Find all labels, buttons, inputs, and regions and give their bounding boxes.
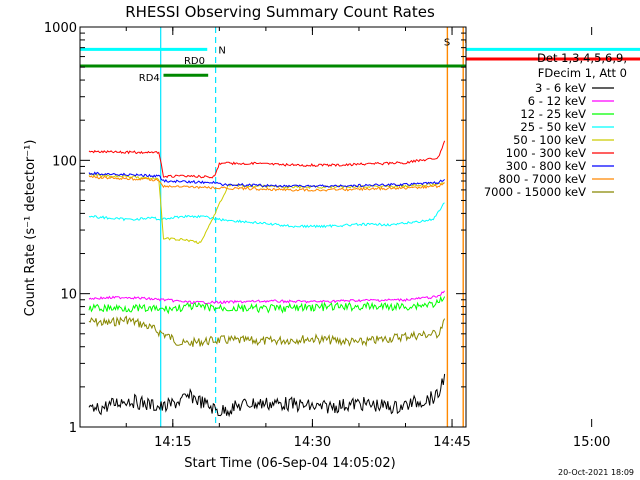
series-line-12-25-kev <box>88 295 446 315</box>
y-tick-label: 1000 <box>44 21 77 36</box>
x-tick-label: 14:30 <box>294 435 331 450</box>
x-tick-label: 14:15 <box>154 435 191 450</box>
series-line-3-6-kev <box>88 373 446 418</box>
legend-label: 12 - 25 keV <box>520 107 586 121</box>
legend-header-line-2: FDecim 1, Att 0 <box>538 66 627 80</box>
series-line-25-50-kev <box>88 202 445 229</box>
y-tick-label: 100 <box>52 154 77 169</box>
series-line-300-800-kev <box>88 171 445 188</box>
chart-title: RHESSI Observing Summary Count Rates <box>125 3 435 21</box>
flag-label-rd0: RD0 <box>184 56 205 67</box>
x-tick-label: 15:00 <box>573 435 610 450</box>
legend-label: 7000 - 15000 keV <box>484 185 586 199</box>
flag-label-rd4: RD4 <box>139 73 160 84</box>
x-axis-label: Start Time (06-Sep-04 14:05:02) <box>184 456 395 471</box>
series-line-6-12-kev <box>88 290 446 305</box>
legend-label: 100 - 300 keV <box>506 146 586 160</box>
legend: Det 1,3,4,5,6,9, FDecim 1, Att 0 3 - 6 k… <box>484 51 627 199</box>
flag-label-n: N <box>218 45 225 56</box>
x-tick-label: 14:45 <box>433 435 470 450</box>
series-line-7000-15000-kev <box>88 315 446 348</box>
legend-label: 3 - 6 keV <box>535 81 586 95</box>
series-line-100-300-kev <box>88 140 446 179</box>
legend-label: 6 - 12 keV <box>528 94 586 108</box>
legend-label: 50 - 100 keV <box>513 133 586 147</box>
y-tick-label: 1 <box>69 421 77 436</box>
legend-label: 800 - 7000 keV <box>498 172 586 186</box>
series-line-800-7000-kev <box>88 175 445 192</box>
y-axis-label: Count Rate (s⁻¹ detector⁻¹) <box>23 140 38 317</box>
y-tick-label: 10 <box>60 288 77 303</box>
legend-header-line-1: Det 1,3,4,5,6,9, <box>537 51 627 65</box>
plot-frame <box>79 26 467 428</box>
legend-label: 300 - 800 keV <box>506 159 586 173</box>
legend-label: 25 - 50 keV <box>520 120 586 134</box>
date-stamp: 20-Oct-2021 18:09 <box>558 468 634 477</box>
flag-label-s: S <box>444 37 450 48</box>
